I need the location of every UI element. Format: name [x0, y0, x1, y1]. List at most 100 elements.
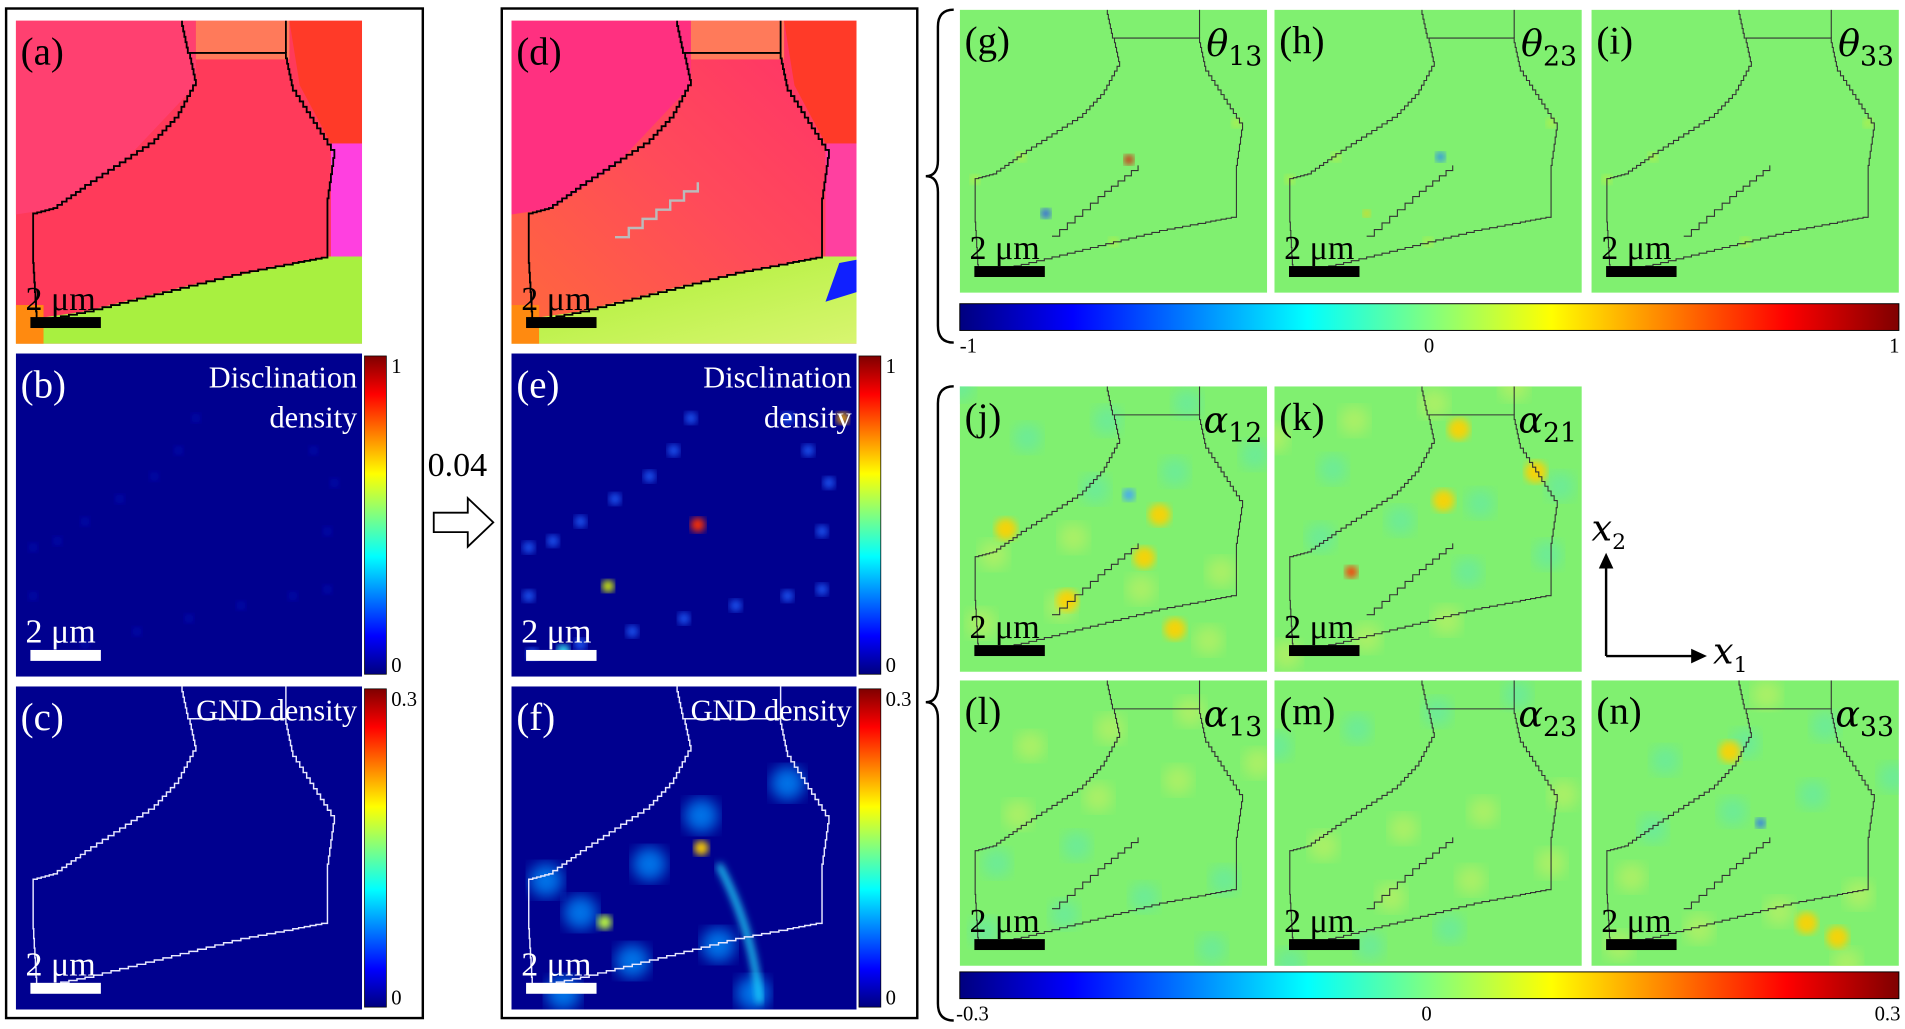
field-spot: [1435, 914, 1465, 944]
colorbar-max: 1: [391, 356, 401, 378]
left-column-frame: [4, 7, 425, 1020]
field-spot: [287, 413, 298, 424]
component-label: θ13: [1206, 22, 1262, 73]
field-spot: [28, 542, 39, 553]
component-subscript: 23: [1543, 42, 1577, 73]
panel-label: (d): [516, 30, 561, 73]
component-symbol: θ: [1838, 22, 1860, 65]
grain-boundary: [974, 414, 1244, 653]
field-spot: [1432, 489, 1455, 512]
coordinate-axes: x2 x1: [1592, 507, 1748, 678]
panel-n: (n) α33 2 μm: [1591, 680, 1899, 966]
field-spot: [781, 589, 794, 602]
field-spot: [1092, 406, 1122, 436]
field-spot: [608, 492, 622, 506]
field-spot: [1718, 740, 1741, 763]
arrow-right-icon: [432, 495, 495, 549]
field-spot: [677, 612, 691, 625]
panel-j: (j) α12 2 μm: [959, 386, 1268, 672]
field-spot: [1345, 565, 1358, 578]
field-spot: [1795, 912, 1818, 934]
field-spot: [736, 976, 771, 1010]
field-spot: [1012, 423, 1042, 453]
field-spot: [1376, 882, 1406, 912]
field-spot: [684, 798, 719, 833]
theta-colorbar-tick-mid: 0: [1424, 335, 1434, 357]
field-spot: [1355, 931, 1385, 961]
field-spot: [184, 613, 194, 624]
grain-boundary: [676, 686, 685, 720]
panel-label: (j): [965, 396, 1002, 439]
field-map: [1274, 680, 1582, 966]
grain-boundary: [676, 20, 685, 54]
grain-boundary: [974, 708, 1244, 947]
grain-boundary: [1289, 414, 1558, 653]
field-spot: [1122, 488, 1135, 501]
grain-boundary: [528, 717, 830, 988]
panel-l: (l) α13 2 μm: [959, 680, 1268, 966]
grain-boundary: [32, 717, 336, 988]
field-spot: [114, 494, 125, 504]
field-spot: [236, 600, 246, 611]
field-spot: [1160, 457, 1190, 487]
brace-top: [925, 8, 954, 344]
field-spot: [802, 444, 815, 457]
field-spot: [1095, 714, 1125, 744]
colorbar-min: 0: [886, 655, 896, 677]
panel-label: (f): [516, 696, 555, 739]
component-label: α13: [1204, 692, 1263, 743]
component-symbol: θ: [1206, 22, 1228, 65]
field-spot: [1049, 899, 1079, 930]
field-spot: [1175, 697, 1205, 727]
scale-bar: [526, 317, 597, 329]
field-spot: [1764, 897, 1794, 927]
field-spot: [836, 412, 849, 425]
field-spot: [1422, 697, 1452, 727]
field-spot: [1502, 680, 1532, 710]
field-spot: [1339, 406, 1369, 436]
field-spot: [966, 608, 996, 638]
field-spot: [1231, 118, 1242, 128]
component-subscript: 13: [1228, 712, 1262, 743]
field-spot: [1172, 388, 1202, 419]
scale-bar-label: 2 μm: [970, 903, 1040, 940]
field-spot: [1209, 865, 1239, 895]
field-spot: [322, 526, 333, 537]
scale-bar-label: 2 μm: [1601, 230, 1671, 267]
field-spot: [574, 638, 587, 651]
brace-bottom: [925, 385, 954, 1022]
colorbar: [858, 688, 882, 1008]
field-spot: [632, 847, 667, 882]
scale-bar: [1289, 645, 1360, 657]
component-label: θ33: [1838, 22, 1894, 73]
field-spot: [308, 445, 319, 456]
field-spot: [1684, 914, 1714, 944]
colorbar-max: 0.3: [391, 689, 417, 711]
field-spot: [1798, 779, 1828, 810]
grain-boundary: [1738, 9, 1746, 39]
component-symbol: α: [1204, 398, 1229, 441]
component-subscript: 23: [1543, 712, 1577, 743]
grain-boundary: [1421, 386, 1429, 416]
scale-bar: [1606, 266, 1677, 277]
field-spot: [1363, 209, 1371, 218]
panel-label: (k): [1279, 396, 1324, 439]
grain-boundary: [1106, 9, 1114, 39]
field-spot: [191, 413, 201, 424]
field-spot: [781, 412, 794, 425]
field-spot: [1447, 418, 1470, 441]
field-spot: [1164, 618, 1186, 640]
field-spot: [1342, 714, 1373, 744]
panel-a: (a) 2 μm: [15, 20, 363, 344]
field-spot: [173, 445, 184, 456]
field-spot: [626, 625, 639, 638]
scale-bar: [1289, 266, 1360, 277]
x2-label: x: [1592, 507, 1613, 550]
field-spot: [1206, 557, 1236, 587]
grain-boundary: [181, 20, 189, 54]
panel-title: Disclination: [209, 361, 357, 395]
field-spot: [1548, 779, 1578, 810]
field-spot: [149, 471, 160, 482]
field-spot: [28, 591, 39, 601]
field-spot: [822, 476, 835, 489]
